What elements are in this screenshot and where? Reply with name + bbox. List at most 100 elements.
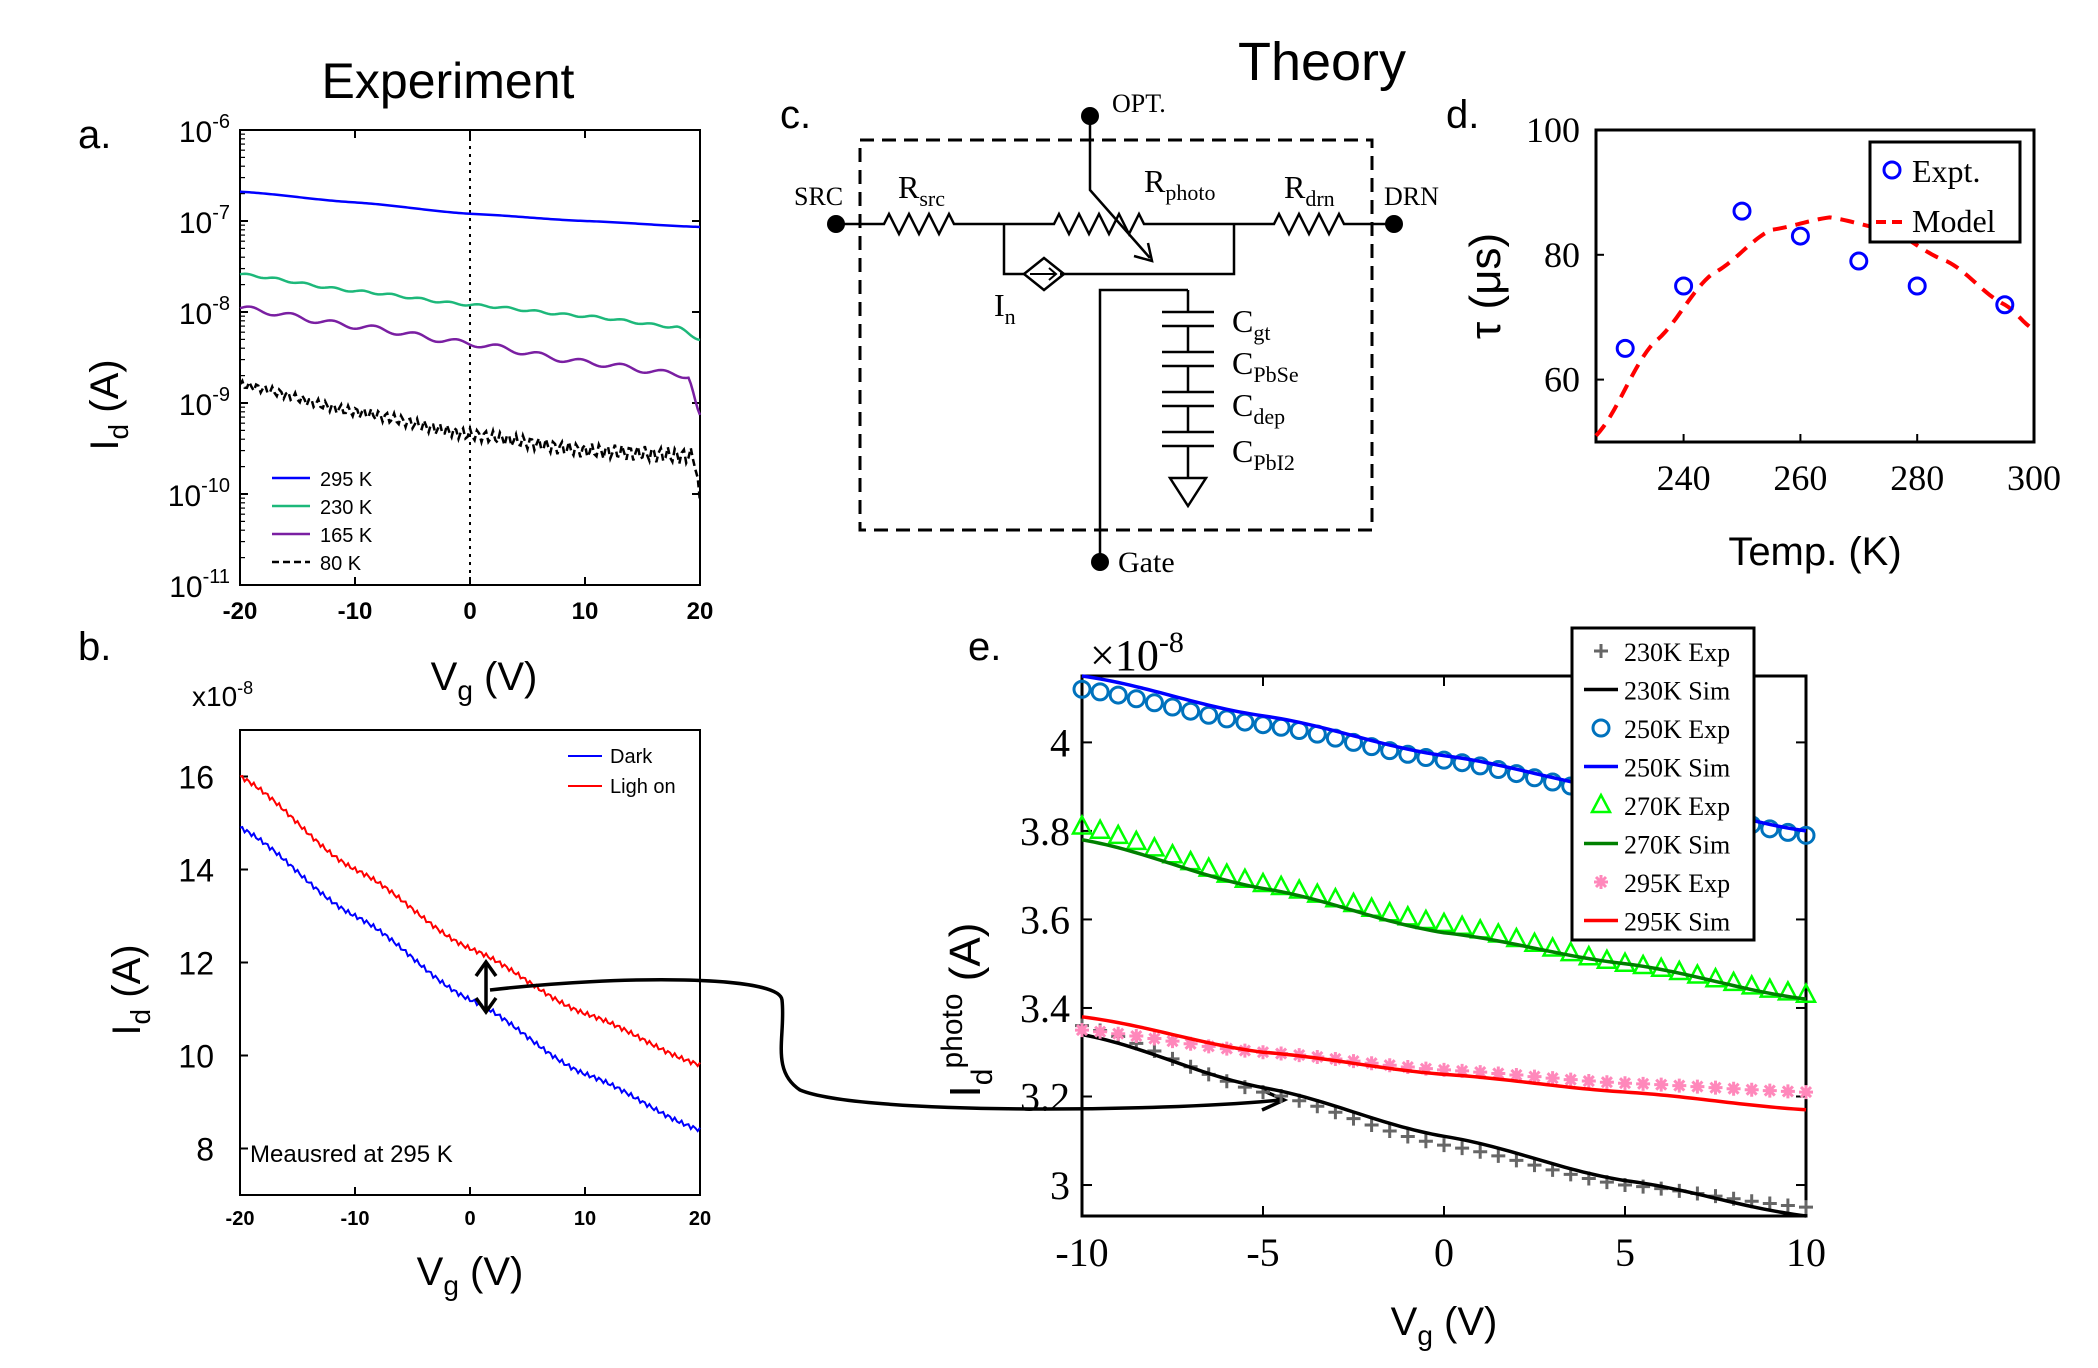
- b-xtick-label: 0: [464, 1208, 475, 1230]
- e-marker-star: [1762, 1083, 1777, 1098]
- panel-d-xlabel: Temp. (K): [1728, 530, 1901, 574]
- e-marker-plus: [1799, 1200, 1813, 1215]
- b-xtick-label: -20: [226, 1208, 255, 1230]
- a-legend-label: 230 K: [320, 497, 373, 519]
- e-marker-triangle: [1523, 931, 1546, 953]
- e-marker-circle: [1778, 822, 1798, 842]
- b-series-line-0: [239, 825, 701, 1133]
- e-ytick-label: 3.6: [1020, 897, 1070, 942]
- a-ytick-label: 10-9: [179, 384, 230, 422]
- panel-b-frame: [239, 729, 701, 1196]
- panel-c-circuit: OPT. SRC DRN Gate Rsrc Rphoto Rdrn In Cg…: [794, 89, 1439, 579]
- a-ytick-exp: -9: [212, 384, 230, 406]
- e-marker-star: [1455, 1063, 1470, 1078]
- e-marker-star: [1183, 1036, 1198, 1051]
- e-marker-star: [1382, 1058, 1397, 1073]
- e-marker-triangle: [1432, 911, 1456, 933]
- b-ytick-label: 12: [178, 946, 214, 982]
- a-xtick-label: 0: [463, 598, 476, 625]
- e-marker-star: [1437, 1062, 1451, 1077]
- e-series-line-5: [1081, 838, 1807, 1001]
- e-marker-circle: [1398, 744, 1418, 764]
- e-xtick-label: 0: [1434, 1230, 1454, 1275]
- e-marker-circle: [1470, 756, 1490, 776]
- e-marker-star: [1093, 1024, 1108, 1039]
- e-marker-triangle: [1577, 944, 1600, 966]
- e-marker-circle: [1181, 701, 1201, 721]
- e-marker-triangle: [1758, 976, 1781, 998]
- e-marker-circle: [1416, 747, 1436, 767]
- e-marker-triangle: [1161, 842, 1184, 864]
- e-marker-circle: [1253, 715, 1273, 735]
- b-ytick-label: 16: [178, 760, 214, 796]
- e-marker-star: [1618, 1076, 1632, 1091]
- label-i-n: In: [994, 287, 1016, 329]
- e-marker-circle: [1271, 717, 1291, 737]
- opt-wiper-arrowhead: [1133, 242, 1154, 263]
- e-marker-triangle: [1541, 935, 1564, 957]
- b-ytick-label: 14: [178, 853, 214, 889]
- a-series-line-1: [239, 272, 701, 342]
- e-marker-star: [1527, 1069, 1542, 1084]
- e-marker-star: [1400, 1060, 1415, 1075]
- label-r-photo: Rphoto: [1144, 163, 1215, 205]
- d-expt-point: [1907, 276, 1927, 296]
- e-marker-plus: [1762, 1196, 1777, 1211]
- a-ytick-exp: -10: [201, 475, 230, 497]
- b-legend-label: Dark: [610, 746, 653, 768]
- panel-label-e: e.: [968, 625, 1001, 669]
- a-ytick-base: 10: [179, 116, 212, 149]
- e-marker-circle: [1380, 741, 1400, 761]
- e-marker-plus: [1473, 1144, 1488, 1159]
- d-legend-label: Model: [1912, 203, 1996, 239]
- e-marker-triangle: [1143, 835, 1166, 857]
- panel-label-d: d.: [1446, 93, 1479, 137]
- e-marker-star: [1075, 1023, 1089, 1038]
- a-legend-label: 165 K: [320, 525, 373, 547]
- e-marker-circle: [1488, 760, 1508, 780]
- e-marker-plus: [1594, 644, 1608, 658]
- e-marker-circle: [1144, 693, 1164, 713]
- e-marker-triangle: [1686, 962, 1709, 984]
- label-drn: DRN: [1384, 182, 1439, 211]
- e-marker-triangle: [1776, 979, 1799, 1001]
- e-legend-label: 270K Exp: [1624, 792, 1730, 821]
- e-marker-circle: [1525, 768, 1544, 788]
- e-legend-label: 230K Exp: [1624, 638, 1730, 667]
- panel-a-xlabel: Vg (V): [431, 655, 538, 706]
- gate-wire: [1098, 288, 1188, 562]
- e-marker-star: [1744, 1082, 1759, 1097]
- e-marker-circle: [1506, 764, 1526, 784]
- e-marker-plus: [1364, 1117, 1379, 1132]
- e-marker-circle: [1362, 737, 1382, 757]
- e-marker-star: [1581, 1074, 1596, 1089]
- label-src: SRC: [794, 182, 843, 211]
- capacitor-stack: [1162, 290, 1214, 478]
- a-ytick-base: 10: [179, 389, 212, 422]
- e-series-line-7: [1081, 1015, 1807, 1112]
- panel-e-scale-note: ×10-8: [1090, 626, 1184, 680]
- panel-d-chart: 240 260 280 300 60 80 100 Expt. Model τ (μs) Te…: [1461, 110, 2061, 574]
- label-c-dep: Cdep: [1232, 387, 1285, 429]
- e-marker-circle: [1591, 718, 1611, 738]
- a-ytick-exp: -11: [203, 566, 230, 588]
- e-marker-star: [1780, 1084, 1795, 1099]
- connector-arrow: [489, 978, 1281, 1111]
- e-ytick-label: 3.4: [1020, 986, 1070, 1031]
- e-marker-circle: [1760, 819, 1780, 839]
- e-ytick-label: 4: [1050, 720, 1070, 765]
- e-marker-star: [1563, 1072, 1578, 1087]
- d-expt-point: [1615, 338, 1635, 358]
- e-marker-triangle: [1740, 973, 1763, 995]
- a-series-line-3: [238, 378, 702, 502]
- e-xtick-label: -5: [1246, 1230, 1279, 1275]
- e-marker-circle: [1090, 682, 1110, 702]
- panel-b-gap-arrowhead-bottom: [474, 996, 498, 1016]
- a-ytick-base: 10: [179, 298, 212, 331]
- a-ytick-base: 10: [169, 571, 202, 604]
- in-branch: [1002, 224, 1236, 276]
- current-source: [1021, 256, 1067, 292]
- d-expt-point: [1849, 251, 1869, 271]
